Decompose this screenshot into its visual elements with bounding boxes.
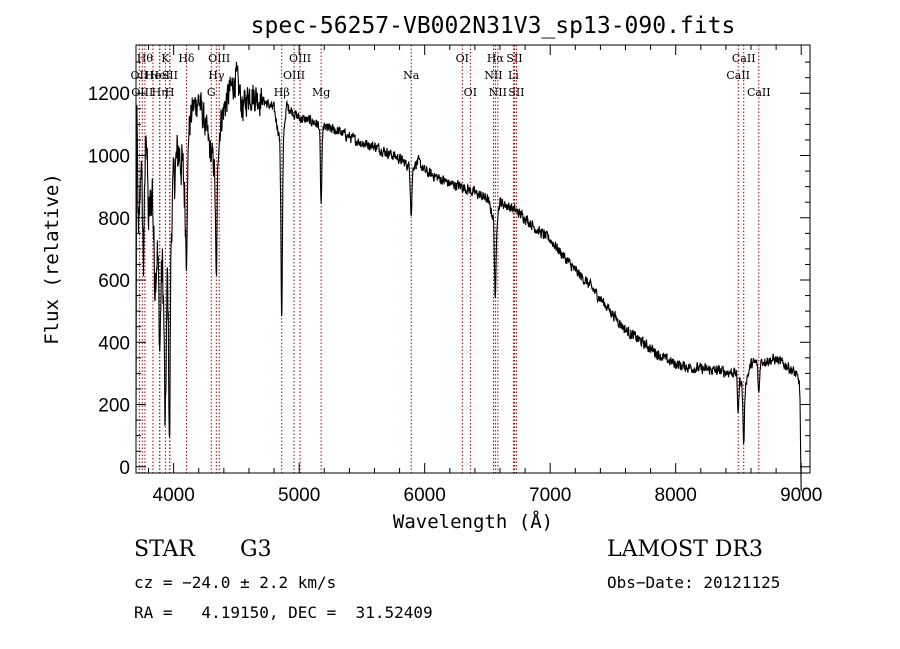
object-class: STAR (134, 537, 195, 562)
line-marker-label-26: CaII (726, 69, 750, 82)
line-marker-label-3: He (145, 69, 161, 82)
line-marker-label-11: Hγ (208, 69, 225, 82)
line-marker-label-10: G (207, 86, 216, 99)
obs-date-text: Obs−Date: 20121125 (607, 573, 781, 592)
line-marker-label-2: Hθ (137, 52, 154, 65)
line-marker-label-16: Mg (312, 86, 330, 99)
line-marker-label-21: Hα (487, 52, 505, 65)
x-tick-label-9000: 9000 (780, 485, 822, 506)
x-axis-label: Wavelength (Å) (393, 510, 553, 533)
y-tick-label-0: 0 (119, 458, 130, 479)
line-marker-label-27: CaII (732, 52, 756, 65)
line-marker-label-8: SII (162, 69, 178, 82)
line-marker-label-19: OI (464, 86, 477, 99)
line-marker-label-1: OIII (131, 86, 153, 99)
line-marker-label-14: OIII (283, 69, 305, 82)
line-marker-label-17: Na (403, 69, 420, 82)
y-tick-label-1000: 1000 (88, 147, 130, 168)
survey-label: LAMOST DR3 (607, 537, 763, 562)
line-marker-label-23: Li (508, 69, 519, 82)
line-marker-label-22: NII (489, 86, 507, 99)
y-tick-label-1200: 1200 (88, 84, 130, 105)
x-tick-label-4000: 4000 (153, 485, 195, 506)
line-marker-label-20: NII (484, 69, 502, 82)
line-marker-label-24: SII (506, 52, 522, 65)
line-marker-label-6: K (161, 52, 170, 65)
plot-frame (135, 44, 811, 474)
line-marker-label-5: HeI (149, 69, 169, 82)
line-marker-label-15: OIII (289, 52, 311, 65)
line-marker-label-18: OI (456, 52, 469, 65)
object-subclass: G3 (240, 537, 272, 562)
spectrum-chart: spec-56257-VB002N31V3_sp13-090.fits OII OI… (41, 13, 822, 533)
y-tick-label-600: 600 (98, 271, 130, 292)
line-marker-label-4: Hη (152, 86, 168, 99)
redshift-text: cz = −24.0 ± 2.2 km/s (134, 573, 337, 592)
line-marker-label-13: Hβ (274, 86, 290, 99)
line-marker-label-28: CaII (747, 86, 771, 99)
x-tick-label-8000: 8000 (655, 485, 697, 506)
spectrum-line (135, 61, 802, 492)
x-tick-label-5000: 5000 (278, 485, 320, 506)
coordinates-text: RA = 4.19150, DEC = 31.52409 (134, 603, 433, 622)
line-marker-label-7: H (165, 86, 175, 99)
y-tick-label-200: 200 (98, 396, 130, 417)
line-marker-label-25: SII (508, 86, 524, 99)
line-marker-label-0: OII (131, 69, 149, 82)
y-tick-label-800: 800 (98, 209, 130, 230)
line-marker-label-12: OIII (208, 52, 230, 65)
x-tick-label-7000: 7000 (529, 485, 571, 506)
x-tick-label-6000: 6000 (404, 485, 446, 506)
chart-title: spec-56257-VB002N31V3_sp13-090.fits (251, 13, 736, 39)
line-marker-label-9: Hδ (178, 52, 195, 65)
y-tick-label-400: 400 (98, 333, 130, 354)
y-axis-label: Flux (relative) (41, 173, 63, 345)
